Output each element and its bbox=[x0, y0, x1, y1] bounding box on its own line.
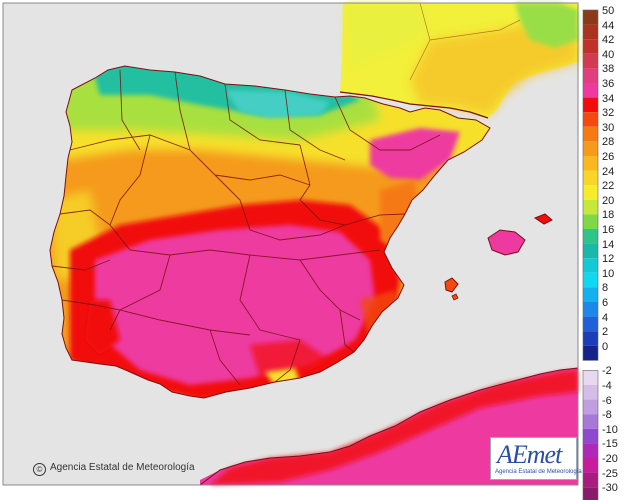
scale-swatch bbox=[583, 302, 598, 317]
scale-swatch bbox=[583, 97, 598, 113]
scale-label: -25 bbox=[602, 467, 618, 480]
scale-label: 18 bbox=[602, 209, 615, 222]
scale-label: 16 bbox=[602, 224, 615, 236]
scale-swatch bbox=[583, 443, 598, 458]
scale-label: 50 bbox=[602, 5, 615, 17]
credit-label: Agencia Estatal de Meteorología bbox=[50, 462, 195, 473]
formentera bbox=[451, 293, 459, 301]
scale-label: 22 bbox=[602, 180, 615, 193]
scale-label: -6 bbox=[602, 394, 612, 407]
color-scale bbox=[582, 9, 599, 500]
scale-swatch bbox=[583, 10, 598, 25]
scale-swatch bbox=[583, 287, 598, 302]
scale-swatch bbox=[583, 472, 598, 488]
scale-label: 24 bbox=[602, 165, 615, 178]
scale-swatch bbox=[583, 316, 598, 332]
scale-label: 44 bbox=[602, 19, 615, 32]
logo-subtitle: Agencia Estatal de Meteorología bbox=[495, 469, 582, 475]
scale-label: 38 bbox=[602, 63, 615, 76]
scale-label: 4 bbox=[602, 311, 609, 324]
scale-swatch bbox=[583, 83, 598, 98]
scale-swatch bbox=[583, 199, 598, 215]
scale-cold-outline bbox=[582, 370, 599, 500]
scale-swatch bbox=[583, 370, 598, 385]
scale-swatch bbox=[583, 39, 598, 54]
scale-swatch bbox=[583, 428, 598, 444]
france-warm bbox=[410, 20, 578, 115]
scale-swatch bbox=[583, 229, 598, 244]
scale-swatch bbox=[583, 414, 598, 429]
africa-red bbox=[210, 370, 578, 485]
scale-swatch bbox=[583, 24, 598, 40]
scale-swatch bbox=[583, 141, 598, 156]
scale-label: 12 bbox=[602, 253, 615, 266]
scale-label: 26 bbox=[602, 151, 615, 163]
scale-swatch bbox=[583, 331, 598, 346]
scale-swatch bbox=[583, 243, 598, 259]
scale-swatch bbox=[583, 458, 598, 473]
africa-coastline bbox=[199, 367, 579, 486]
scale-swatch bbox=[583, 345, 598, 361]
scale-label: 2 bbox=[602, 326, 609, 339]
scale-label: 10 bbox=[602, 267, 615, 280]
scale-label: 32 bbox=[602, 107, 615, 120]
scale-swatch bbox=[583, 272, 598, 288]
scale-swatch bbox=[583, 126, 598, 142]
scale-swatch bbox=[583, 112, 598, 127]
scale-label: -10 bbox=[602, 423, 618, 436]
scale-swatch bbox=[583, 68, 598, 83]
scale-label: 8 bbox=[602, 282, 609, 295]
scale-label: 42 bbox=[602, 34, 615, 47]
scale-label: 20 bbox=[602, 194, 615, 207]
scale-label: 30 bbox=[602, 121, 615, 134]
ibiza bbox=[444, 277, 459, 293]
menorca bbox=[533, 213, 553, 225]
scale-swatch bbox=[583, 156, 598, 171]
scale-label: 28 bbox=[602, 136, 615, 149]
province-borders bbox=[51, 69, 441, 386]
scale-label: 0 bbox=[602, 340, 609, 353]
scale-label: -8 bbox=[602, 409, 612, 422]
scale-label: -2 bbox=[602, 365, 612, 378]
scale-label: -15 bbox=[602, 438, 618, 451]
scale-swatch bbox=[583, 385, 598, 400]
scale-swatch bbox=[583, 185, 598, 200]
france-cool bbox=[345, 3, 430, 70]
scale-swatch bbox=[583, 399, 598, 415]
scale-label: 6 bbox=[602, 297, 609, 309]
copyright-icon: © bbox=[33, 463, 46, 476]
scale-label: 36 bbox=[602, 78, 615, 90]
france-borders bbox=[409, 2, 521, 81]
scale-swatch bbox=[583, 214, 598, 229]
scale-label: 34 bbox=[602, 92, 615, 105]
alps-green bbox=[515, 3, 578, 48]
scale-swatch bbox=[583, 53, 598, 69]
map-frame bbox=[2, 2, 579, 486]
scale-label: 40 bbox=[602, 48, 615, 61]
scale-label: -30 bbox=[602, 482, 618, 495]
scale-swatch bbox=[583, 487, 598, 500]
scale-label: -4 bbox=[602, 380, 612, 392]
scale-swatch bbox=[583, 170, 598, 186]
pyrenees-border bbox=[339, 91, 489, 119]
scale-label: 14 bbox=[602, 238, 615, 251]
scale-swatch bbox=[583, 258, 598, 273]
mallorca bbox=[487, 229, 526, 256]
credit-text: © Agencia Estatal de Meteorología bbox=[33, 462, 195, 476]
logo-wordmark: AEmet bbox=[497, 440, 562, 469]
aemet-logo: AEmet Agencia Estatal de Meteorología bbox=[490, 437, 582, 480]
scale-label: -20 bbox=[602, 453, 618, 465]
scale-warm-outline bbox=[582, 9, 599, 361]
